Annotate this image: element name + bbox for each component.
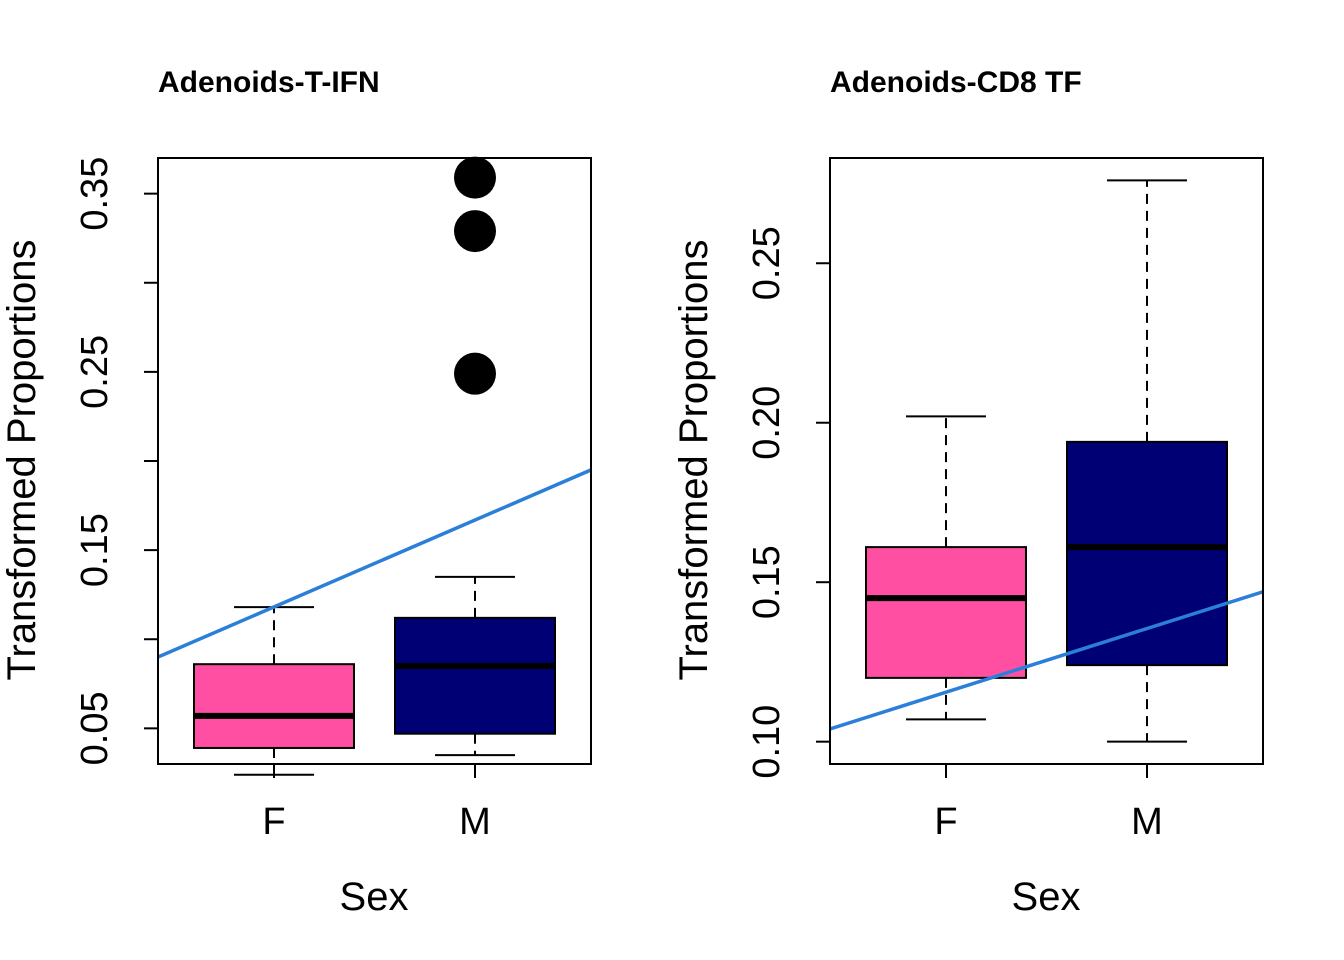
- y-tick-label-3: 0.25: [746, 226, 788, 300]
- y-tick-label-1: 0.15: [74, 513, 116, 587]
- trend-line: [158, 468, 591, 659]
- box-M: [394, 156, 556, 757]
- panel-1-ylabel: Transformed Proportions: [0, 240, 44, 681]
- panel-2-frame: [829, 157, 1264, 765]
- panel-1-title: Adenoids-T-IFN: [158, 66, 380, 99]
- trend-line: [830, 590, 1263, 731]
- panel-1-xlabel: Sex: [340, 875, 409, 919]
- y-tick-label-2: 0.25: [74, 335, 116, 409]
- y-tick-label-3: 0.35: [74, 157, 116, 231]
- box-iqr: [865, 546, 1027, 679]
- outlier-point-2: [454, 156, 496, 199]
- box-iqr: [394, 616, 556, 735]
- outlier-point-1: [454, 210, 496, 253]
- panel-2-title: Adenoids-CD8 TF: [830, 66, 1082, 99]
- panel-2-marks: 0.10 0.15 0.20 0.25 F M: [746, 179, 1263, 843]
- y-tick-label-1: 0.15: [746, 545, 788, 619]
- box-F: [193, 606, 355, 776]
- y-tick-label-0: 0.10: [746, 705, 788, 779]
- y-tick-label-2: 0.20: [746, 386, 788, 460]
- box-iqr: [193, 663, 355, 749]
- panel-2-ylabel: Transformed Proportions: [672, 240, 716, 681]
- panel-2-xlabel: Sex: [1012, 875, 1081, 919]
- x-tick-label-M: M: [1131, 801, 1163, 843]
- y-tick-label-0: 0.05: [74, 691, 116, 765]
- box-F: [865, 415, 1027, 721]
- box-iqr: [1066, 440, 1228, 667]
- panel-adenoids-t-ifn: Adenoids-T-IFN Transformed Proportions S…: [0, 66, 592, 919]
- panel-1-frame: [157, 157, 592, 765]
- panel-adenoids-cd8-tf: Adenoids-CD8 TF Transformed Proportions …: [672, 66, 1264, 919]
- x-tick-label-F: F: [934, 801, 957, 843]
- x-tick-label-M: M: [459, 801, 491, 843]
- panel-1-marks: 0.05 0.15 0.25 0.35 F M: [74, 156, 591, 843]
- outlier-point-0: [454, 352, 496, 395]
- x-tick-label-F: F: [262, 801, 285, 843]
